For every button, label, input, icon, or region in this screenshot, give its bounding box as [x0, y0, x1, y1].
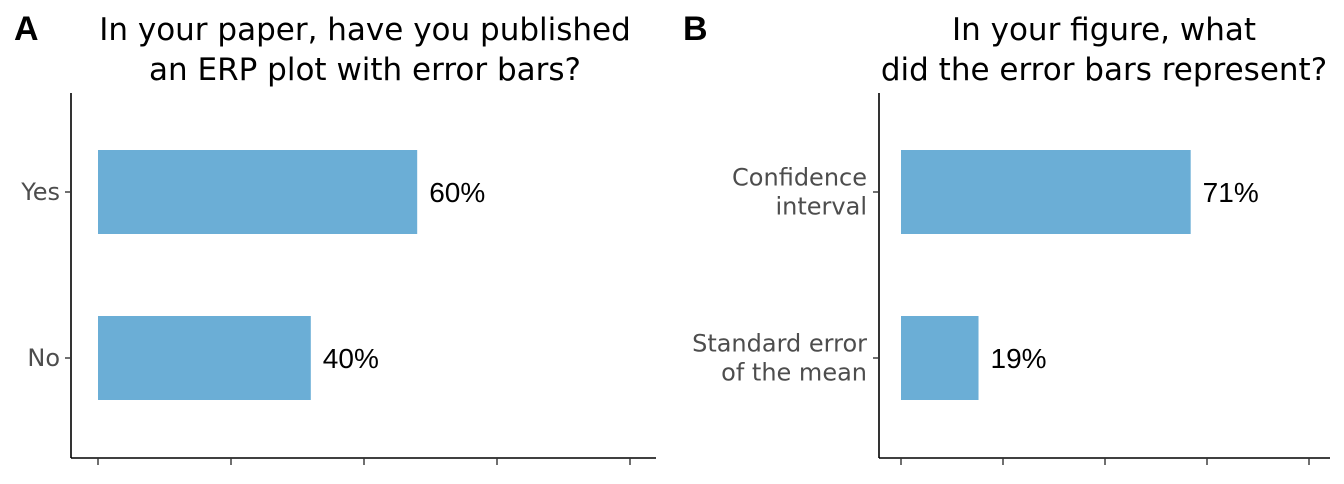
panel-b-category-label-line: Standard error — [692, 330, 867, 358]
panel-b-title-line: In your figure, what — [952, 12, 1256, 48]
panel-a-title-line: In your paper, have you published — [99, 12, 631, 48]
panel-a-bar — [98, 316, 311, 400]
panel-b-category-label-line: of the mean — [721, 359, 867, 387]
panel-a-title-line: an ERP plot with error bars? — [149, 52, 581, 88]
panel-b-title: In your figure, what did the error bars r… — [881, 12, 1327, 88]
panel-a-chart: A In your paper, have you published an ERP… — [14, 10, 656, 465]
panel-a-category-label: Yes — [20, 178, 60, 206]
panel-a-value-label: 40% — [323, 343, 379, 374]
panel-a-category-label: No — [27, 344, 60, 372]
panel-b-category-label-line: interval — [776, 193, 868, 221]
panel-b-value-label: 19% — [991, 343, 1047, 374]
panel-a-category-label-line: No — [27, 344, 60, 372]
panel-a-bar — [98, 150, 418, 234]
panel-b-category-label-line: Confidence — [732, 164, 867, 192]
panel-b-title-line: did the error bars represent? — [881, 52, 1327, 88]
panel-a-letter: A — [14, 10, 39, 48]
panel-a-category-label-line: Yes — [20, 178, 60, 206]
panel-b-letter: B — [683, 10, 708, 48]
panel-a-title: In your paper, have you published an ERP … — [99, 12, 631, 88]
panel-b-bar — [901, 316, 979, 400]
panel-b-bar — [901, 150, 1191, 234]
panel-b-value-label: 71% — [1203, 177, 1259, 208]
panel-b-category-label: Confidence interval — [732, 164, 867, 221]
panel-b-chart: B In your figure, what did the error bars … — [683, 10, 1330, 465]
panel-a-value-label: 60% — [429, 177, 485, 208]
panel-b-category-label: Standard error of the mean — [692, 330, 867, 387]
